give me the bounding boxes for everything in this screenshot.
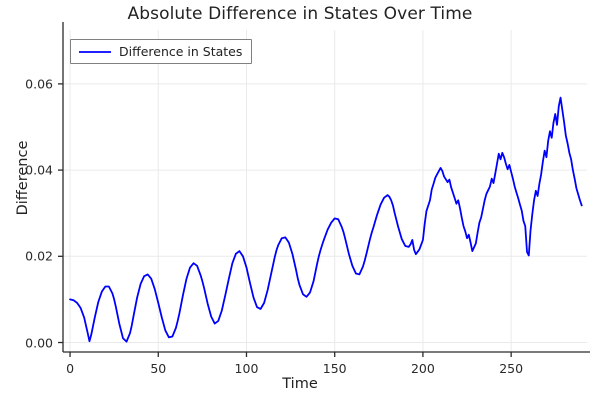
y-tick-label: 0.04	[25, 162, 53, 178]
tick-marks	[58, 83, 512, 357]
y-tick-label: 0.00	[25, 335, 53, 351]
y-tick-label: 0.02	[25, 248, 53, 264]
x-axis-label: Time	[282, 376, 318, 392]
y-tick-label: 0.06	[25, 76, 53, 92]
y-axis-label: Difference	[15, 140, 31, 216]
x-tick-label: 100	[234, 361, 259, 376]
chart-title: Absolute Difference in States Over Time	[127, 4, 473, 24]
grid-lines	[63, 30, 587, 352]
data-series-group	[69, 96, 583, 343]
x-tick-label: 200	[410, 361, 435, 376]
x-tick-label: 0	[66, 361, 75, 376]
x-tick-label: 150	[322, 361, 347, 376]
series-line-difference-in-states	[69, 96, 583, 343]
x-tick-label: 50	[150, 361, 167, 376]
x-tick-label: 250	[499, 361, 524, 376]
legend: Difference in States	[70, 39, 253, 64]
axis-lines	[62, 22, 590, 353]
legend-line-swatch	[79, 50, 111, 53]
legend-label-difference-in-states: Difference in States	[119, 44, 243, 59]
